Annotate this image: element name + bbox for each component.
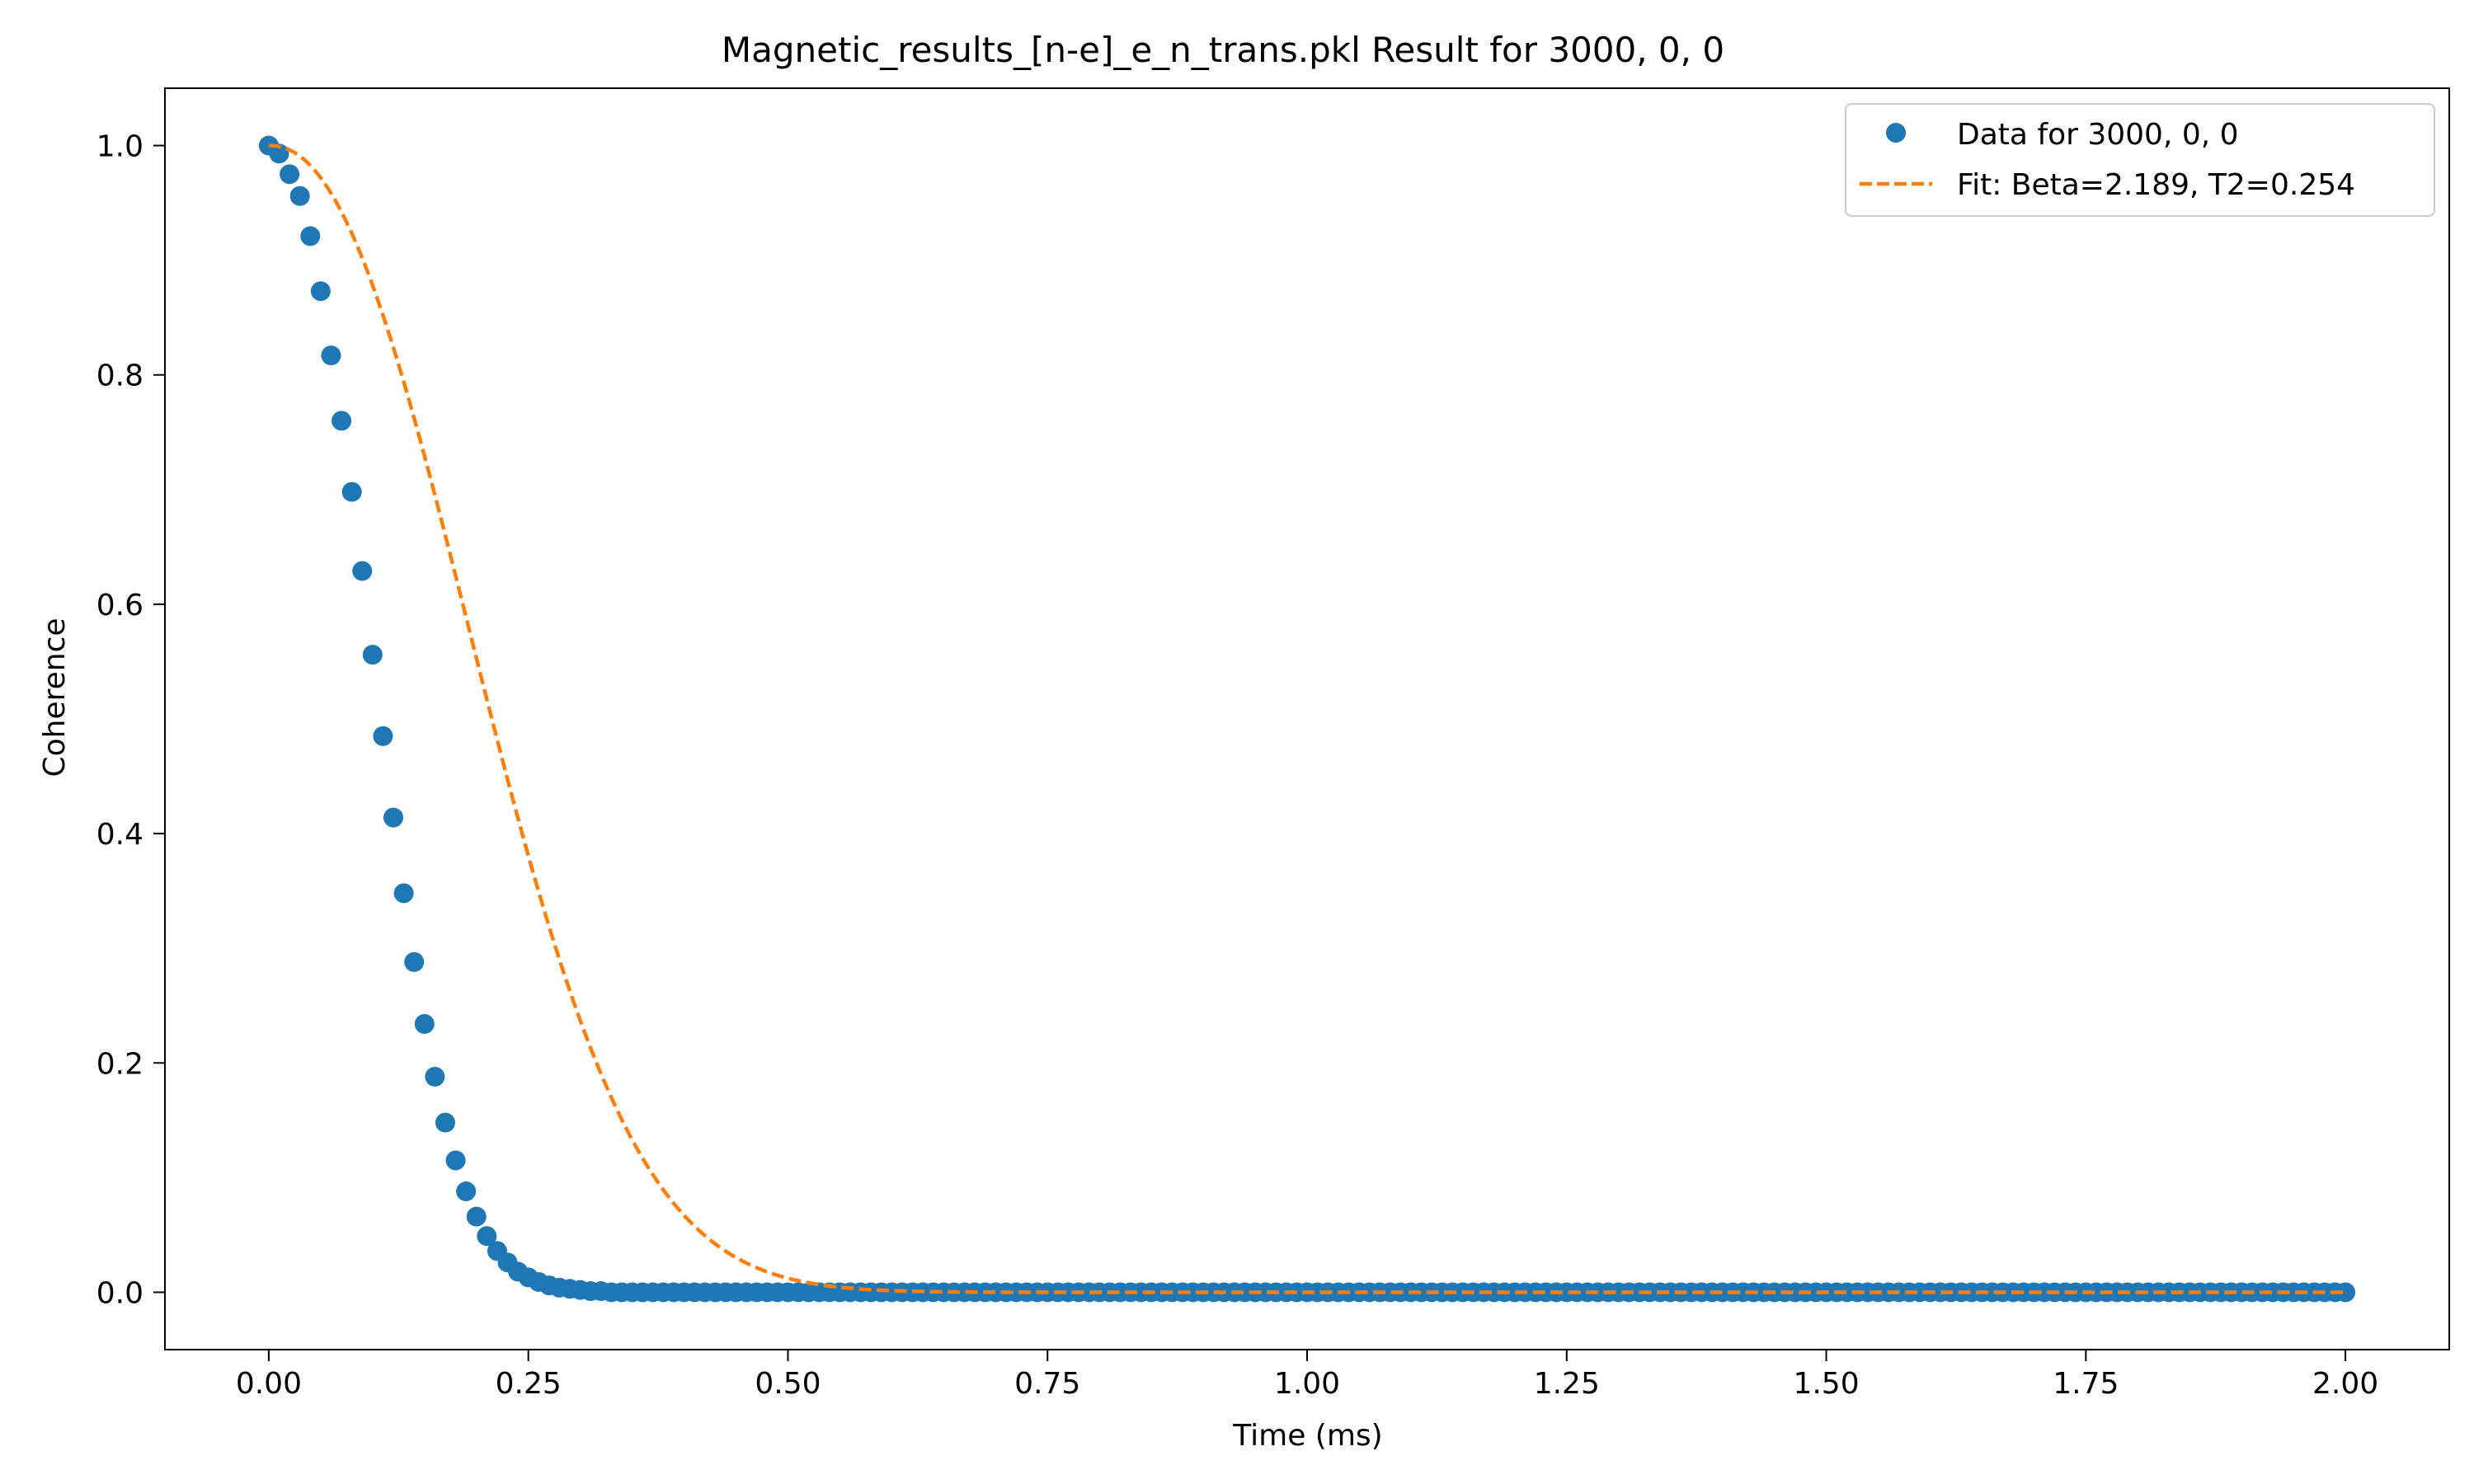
y-tick-label: 0.6	[96, 589, 143, 622]
data-point	[425, 1066, 445, 1087]
x-tick-label: 1.75	[2053, 1367, 2119, 1401]
data-point	[269, 143, 289, 164]
data-point	[477, 1226, 497, 1247]
x-tick-label: 1.00	[1274, 1367, 1340, 1401]
axis-layer: 0.00 0.25 0.50 0.75 1.00 1.25 1.50 1.75 2.00 0.0 0…	[96, 87, 2450, 1401]
data-point	[435, 1112, 455, 1133]
x-tick-label: 0.25	[496, 1367, 562, 1401]
data-point	[393, 883, 414, 904]
data-point	[445, 1150, 466, 1171]
data-point	[332, 411, 352, 431]
data-point	[341, 481, 362, 502]
y-tick-label: 0.0	[96, 1276, 143, 1310]
legend-label-data: Data for 3000, 0, 0	[1957, 118, 2239, 152]
plot-layer	[258, 135, 2356, 1303]
x-tick-label: 0.00	[236, 1367, 302, 1401]
data-point	[414, 1013, 435, 1034]
legend: Data for 3000, 0, 0 Fit: Beta=2.189, T2=…	[1845, 103, 2435, 217]
plot-frame	[164, 87, 2450, 1350]
legend-box	[1845, 103, 2435, 217]
data-point	[321, 345, 341, 366]
chart-title: Magnetic_results_[n-e]_e_n_trans.pkl Res…	[722, 30, 1724, 70]
x-tick-label: 1.50	[1793, 1367, 1859, 1401]
data-point	[456, 1181, 477, 1202]
data-series-points	[258, 135, 2356, 1303]
y-tick-label: 0.8	[96, 359, 143, 393]
data-point	[373, 726, 393, 746]
data-point	[2335, 1282, 2356, 1303]
y-tick-label: 0.2	[96, 1047, 143, 1081]
y-tick-label: 1.0	[96, 130, 143, 164]
legend-marker-data	[1886, 123, 1906, 143]
y-axis-label: Coherence	[38, 618, 72, 777]
x-tick-label: 0.50	[755, 1367, 821, 1401]
data-point	[404, 951, 425, 972]
data-point	[383, 807, 403, 828]
x-tick-label: 2.00	[2312, 1367, 2378, 1401]
data-point	[280, 164, 300, 185]
data-point	[352, 561, 373, 581]
x-tick-label: 1.25	[1534, 1367, 1600, 1401]
data-point	[289, 186, 310, 206]
data-point	[362, 645, 383, 665]
data-point	[310, 281, 331, 302]
data-point	[466, 1206, 487, 1227]
x-axis-label: Time (ms)	[1232, 1419, 1382, 1453]
legend-label-fit: Fit: Beta=2.189, T2=0.254	[1957, 168, 2355, 202]
y-tick-label: 0.4	[96, 818, 143, 852]
x-tick-label: 0.75	[1014, 1367, 1080, 1401]
data-point	[300, 226, 321, 247]
fit-line	[268, 143, 2346, 1294]
